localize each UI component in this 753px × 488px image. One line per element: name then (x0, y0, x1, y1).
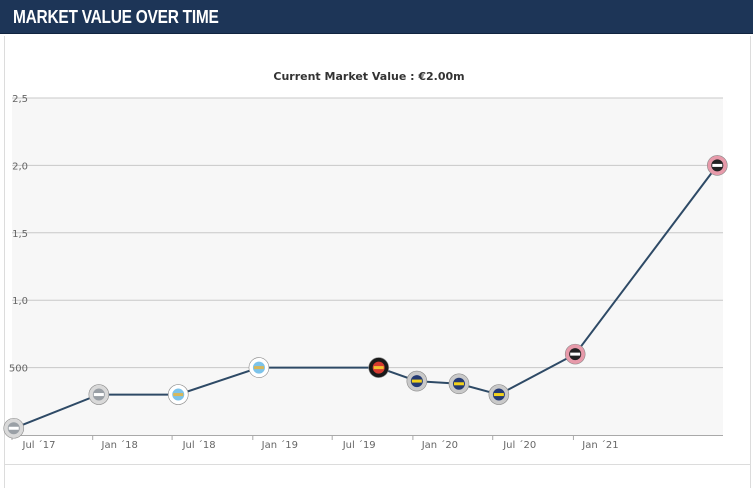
y-tick-label: 500 (9, 364, 28, 375)
data-point-pink-black-badge (706, 155, 728, 176)
badge-stripe (93, 393, 104, 397)
badge-stripe (373, 366, 384, 370)
x-tick-label: Jan ´19 (261, 439, 298, 451)
badge-stripe (411, 379, 422, 383)
x-tick-label: Jan ´20 (421, 439, 458, 451)
y-tick-label: 1,0 (12, 296, 28, 307)
data-point-light-blue-badge (248, 357, 270, 378)
x-tick-label: Jul ´17 (22, 439, 56, 451)
badge-stripe (493, 393, 504, 397)
data-point-gray-badge (88, 384, 110, 405)
data-point-gray-badge (3, 417, 25, 439)
plot-area (12, 98, 723, 435)
y-tick-label: 2,0 (12, 161, 28, 172)
chart-title: Current Market Value : €2.00m (273, 70, 464, 83)
y-tick-label: 2,5 (12, 94, 28, 105)
badge-stripe (570, 352, 581, 356)
data-point-light-blue-badge (167, 384, 189, 405)
badge-stripe (253, 366, 264, 370)
badge-stripe (453, 382, 464, 386)
x-tick-label: Jul ´20 (502, 439, 536, 451)
data-point-black-red-badge (368, 357, 389, 378)
panel-divider (4, 464, 751, 465)
data-point-yellow-navy-badge (448, 373, 470, 395)
x-tick-label: Jul ´19 (342, 439, 376, 451)
x-tick-label: Jan ´18 (101, 439, 138, 451)
badge-stripe (8, 426, 19, 430)
section-header: MARKET VALUE OVER TIME (0, 0, 753, 34)
y-tick-label: 1,5 (12, 229, 28, 240)
badge-stripe (712, 163, 723, 167)
data-point-yellow-navy-badge (406, 370, 428, 392)
x-tick-label: Jul ´18 (182, 439, 216, 451)
badge-stripe (173, 393, 184, 397)
data-point-yellow-navy-badge (488, 384, 510, 405)
data-point-pink-black-badge (564, 343, 586, 365)
market-value-line (13, 164, 719, 430)
section-title: MARKET VALUE OVER TIME (13, 7, 219, 27)
x-tick-label: Jan ´21 (581, 439, 618, 451)
